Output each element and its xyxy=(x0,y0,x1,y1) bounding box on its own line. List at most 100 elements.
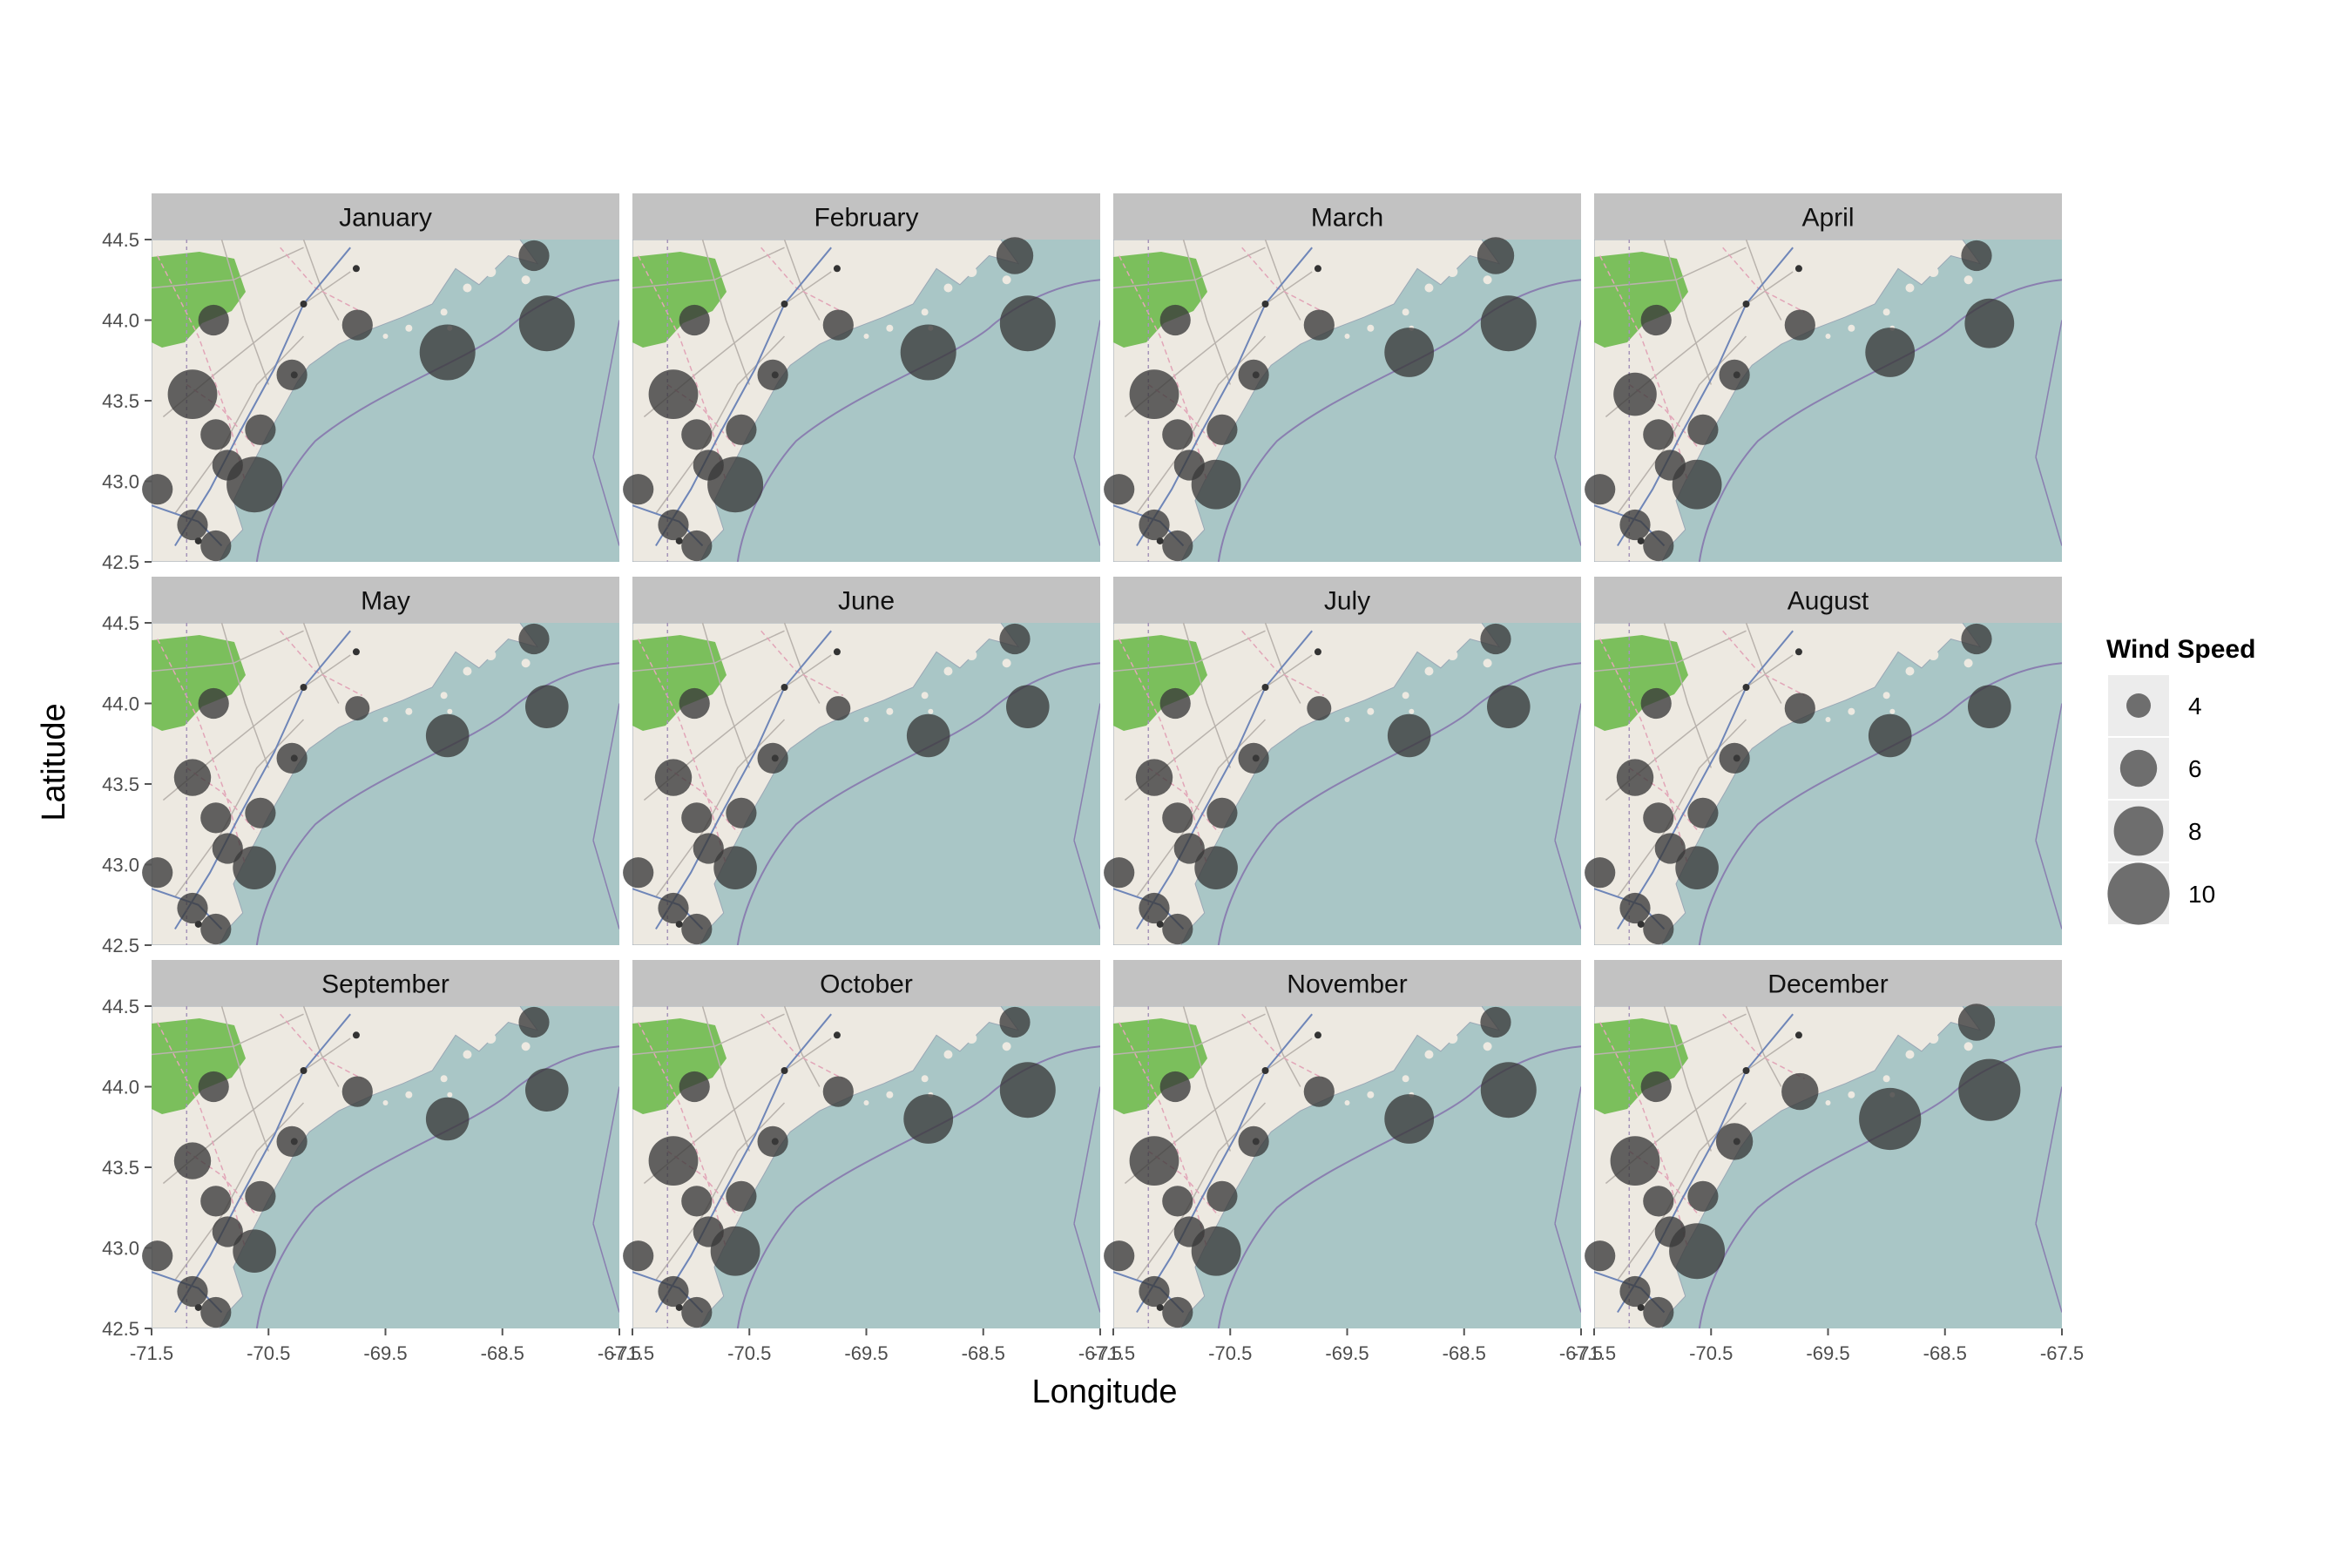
point-september-s7 xyxy=(233,1229,276,1273)
legend-label-10: 10 xyxy=(2188,881,2215,908)
island xyxy=(1882,692,1890,700)
point-january-s8 xyxy=(245,414,276,445)
point-september-s3 xyxy=(200,1296,232,1328)
point-march-s10 xyxy=(1238,359,1269,390)
town-marker xyxy=(1314,648,1321,656)
road xyxy=(1264,623,1301,704)
y-tick-label: 43.5 xyxy=(102,1157,139,1179)
motorway xyxy=(174,247,351,547)
island xyxy=(1928,650,1939,660)
point-february-s13 xyxy=(996,237,1034,274)
road xyxy=(220,623,270,768)
point-april-s12 xyxy=(1865,328,1916,377)
x-tick-label: -69.5 xyxy=(1806,1342,1849,1364)
point-january-s4 xyxy=(167,369,218,419)
point-may-s6 xyxy=(212,833,243,864)
island xyxy=(1963,1042,1973,1051)
highway xyxy=(760,630,843,696)
point-november-s3 xyxy=(1162,1296,1193,1328)
map-background-june xyxy=(632,623,1100,945)
strip-december xyxy=(1594,960,2062,1006)
town-marker xyxy=(300,301,308,308)
map-background-april xyxy=(1594,240,2062,562)
border-line xyxy=(1554,703,1581,929)
point-january-s3 xyxy=(200,530,232,562)
island xyxy=(521,275,531,285)
panel-october: October -71.5 -70.5 -69.5 -68.5 -67.5 xyxy=(611,960,1122,1364)
point-july-s8 xyxy=(1206,797,1238,828)
point-may-s8 xyxy=(245,797,276,828)
strip-label-october: October xyxy=(820,970,913,999)
island xyxy=(1447,650,1458,660)
island xyxy=(405,707,413,715)
point-december-s12 xyxy=(1859,1087,1922,1151)
point-september-s10 xyxy=(276,1125,308,1157)
point-april-s10 xyxy=(1719,359,1750,390)
map-background-march xyxy=(1113,240,1581,562)
island xyxy=(1424,1050,1434,1059)
point-october-s14 xyxy=(999,1062,1056,1119)
strip-february xyxy=(632,193,1100,240)
motorway xyxy=(1617,1013,1794,1314)
y-tick-label: 42.5 xyxy=(102,1318,139,1340)
town-marker xyxy=(1742,301,1750,308)
panel-april: April xyxy=(1585,193,2062,562)
island xyxy=(1963,659,1973,668)
point-september-s5 xyxy=(200,1186,232,1217)
point-december-s1 xyxy=(1585,1240,1616,1272)
strip-label-april: April xyxy=(1801,204,1854,233)
road xyxy=(1182,240,1232,385)
road xyxy=(302,623,340,704)
point-june-s13 xyxy=(999,623,1031,655)
point-april-s4 xyxy=(1613,372,1657,416)
road xyxy=(1663,1006,1713,1152)
point-december-s5 xyxy=(1643,1186,1674,1217)
point-august-s1 xyxy=(1585,857,1616,889)
highway xyxy=(1599,639,1689,865)
point-february-s10 xyxy=(757,359,788,390)
point-september-s4 xyxy=(173,1142,212,1179)
road xyxy=(655,335,786,514)
legend-circle-4 xyxy=(2126,693,2151,718)
island xyxy=(1825,1100,1831,1105)
point-june-s3 xyxy=(681,913,713,945)
map-background-september xyxy=(152,1006,619,1328)
island xyxy=(966,650,977,660)
town-marker xyxy=(781,301,788,308)
island xyxy=(1483,659,1492,668)
point-december-s3 xyxy=(1643,1296,1674,1328)
highway xyxy=(1241,1013,1324,1079)
y-axis-title: Latitude xyxy=(36,703,72,821)
island xyxy=(1848,707,1855,715)
x-tick-label: -68.5 xyxy=(1923,1342,1967,1364)
point-january-s5 xyxy=(200,419,232,450)
border-line xyxy=(2035,703,2062,929)
highway xyxy=(157,255,247,482)
point-january-s13 xyxy=(518,240,550,272)
point-may-s1 xyxy=(142,857,173,889)
island xyxy=(521,1042,531,1051)
panel-august: August xyxy=(1585,577,2062,945)
strip-label-june: June xyxy=(838,587,895,616)
legend-circle-10 xyxy=(2107,862,2170,925)
border-line xyxy=(1554,320,1581,546)
panel-january: January 42.5 43.0 43.5 44.0 44.5 xyxy=(102,193,619,573)
y-tick-label: 44.5 xyxy=(102,612,139,634)
map-background-july xyxy=(1113,623,1581,945)
point-november-s11 xyxy=(1303,1076,1335,1107)
point-february-s5 xyxy=(681,419,713,450)
point-april-s8 xyxy=(1687,414,1719,445)
point-february-s8 xyxy=(726,414,757,445)
town-marker xyxy=(352,648,360,656)
town-marker xyxy=(833,265,841,273)
highway xyxy=(760,1013,843,1079)
point-august-s7 xyxy=(1675,846,1719,889)
town-marker xyxy=(1742,684,1750,691)
road xyxy=(174,335,305,514)
point-november-s12 xyxy=(1384,1094,1435,1144)
point-july-s7 xyxy=(1194,846,1238,889)
map-background-october xyxy=(632,1006,1100,1328)
point-june-s10 xyxy=(757,742,788,774)
point-march-s3 xyxy=(1162,530,1193,562)
x-tick-label: -68.5 xyxy=(481,1342,524,1364)
